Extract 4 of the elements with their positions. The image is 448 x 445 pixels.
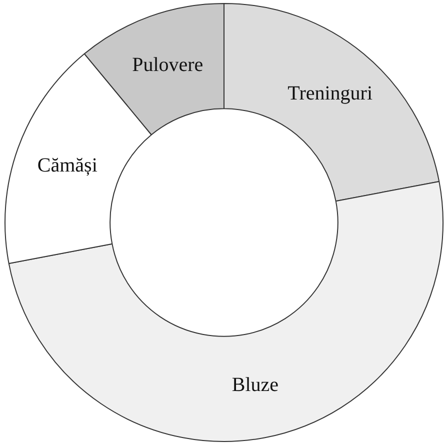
slice-label: Cămăși (37, 154, 98, 176)
slice-label: Bluze (232, 374, 279, 396)
slice-label: Treninguri (288, 82, 373, 105)
slice-label: Pulovere (132, 54, 204, 76)
